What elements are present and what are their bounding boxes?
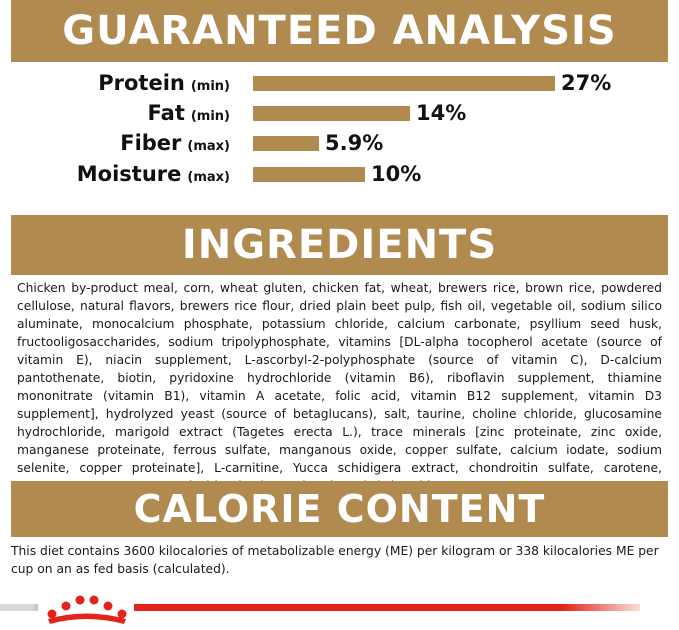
analysis-row-protein: Protein (min) 27% <box>0 70 679 96</box>
nutrient-name: Fat <box>147 101 185 125</box>
nutrient-name: Protein <box>98 71 185 95</box>
ingredients-title: INGREDIENTS <box>181 222 498 268</box>
guaranteed-analysis-banner: GUARANTEED ANALYSIS <box>11 0 668 62</box>
nutrient-name: Fiber <box>120 131 182 155</box>
analysis-value: 5.9% <box>325 131 384 155</box>
analysis-label: Moisture (max) <box>77 161 230 191</box>
analysis-value: 27% <box>561 71 612 95</box>
nutrient-name: Moisture <box>76 162 182 186</box>
nutrient-qualifier: (max) <box>187 139 230 154</box>
analysis-bar <box>253 106 410 121</box>
calorie-content-title: CALORIE CONTENT <box>133 487 546 531</box>
analysis-row-fiber: Fiber (max) 5.9% <box>0 130 679 156</box>
analysis-value: 14% <box>416 101 467 125</box>
crown-icon <box>38 590 134 626</box>
ingredients-text: Chicken by-product meal, corn, wheat glu… <box>17 281 662 493</box>
analysis-label: Fiber (max) <box>120 130 230 160</box>
analysis-label: Protein (min) <box>98 70 230 100</box>
ingredients-banner: INGREDIENTS <box>11 215 668 275</box>
footer-brand-line <box>0 604 640 611</box>
calorie-content-banner: CALORIE CONTENT <box>11 481 668 537</box>
analysis-row-moisture: Moisture (max) 10% <box>0 161 679 187</box>
analysis-bar <box>253 167 365 182</box>
guaranteed-analysis-title: GUARANTEED ANALYSIS <box>62 8 617 54</box>
nutrient-qualifier: (min) <box>190 109 230 124</box>
analysis-label: Fat (min) <box>148 100 230 130</box>
analysis-bar <box>253 76 555 91</box>
calorie-content-text: This diet contains 3600 kilocalories of … <box>11 544 659 576</box>
nutrient-qualifier: (min) <box>190 79 230 94</box>
analysis-row-fat: Fat (min) 14% <box>0 100 679 126</box>
analysis-bar <box>253 136 319 151</box>
nutrient-qualifier: (max) <box>187 170 230 185</box>
analysis-value: 10% <box>371 162 422 186</box>
